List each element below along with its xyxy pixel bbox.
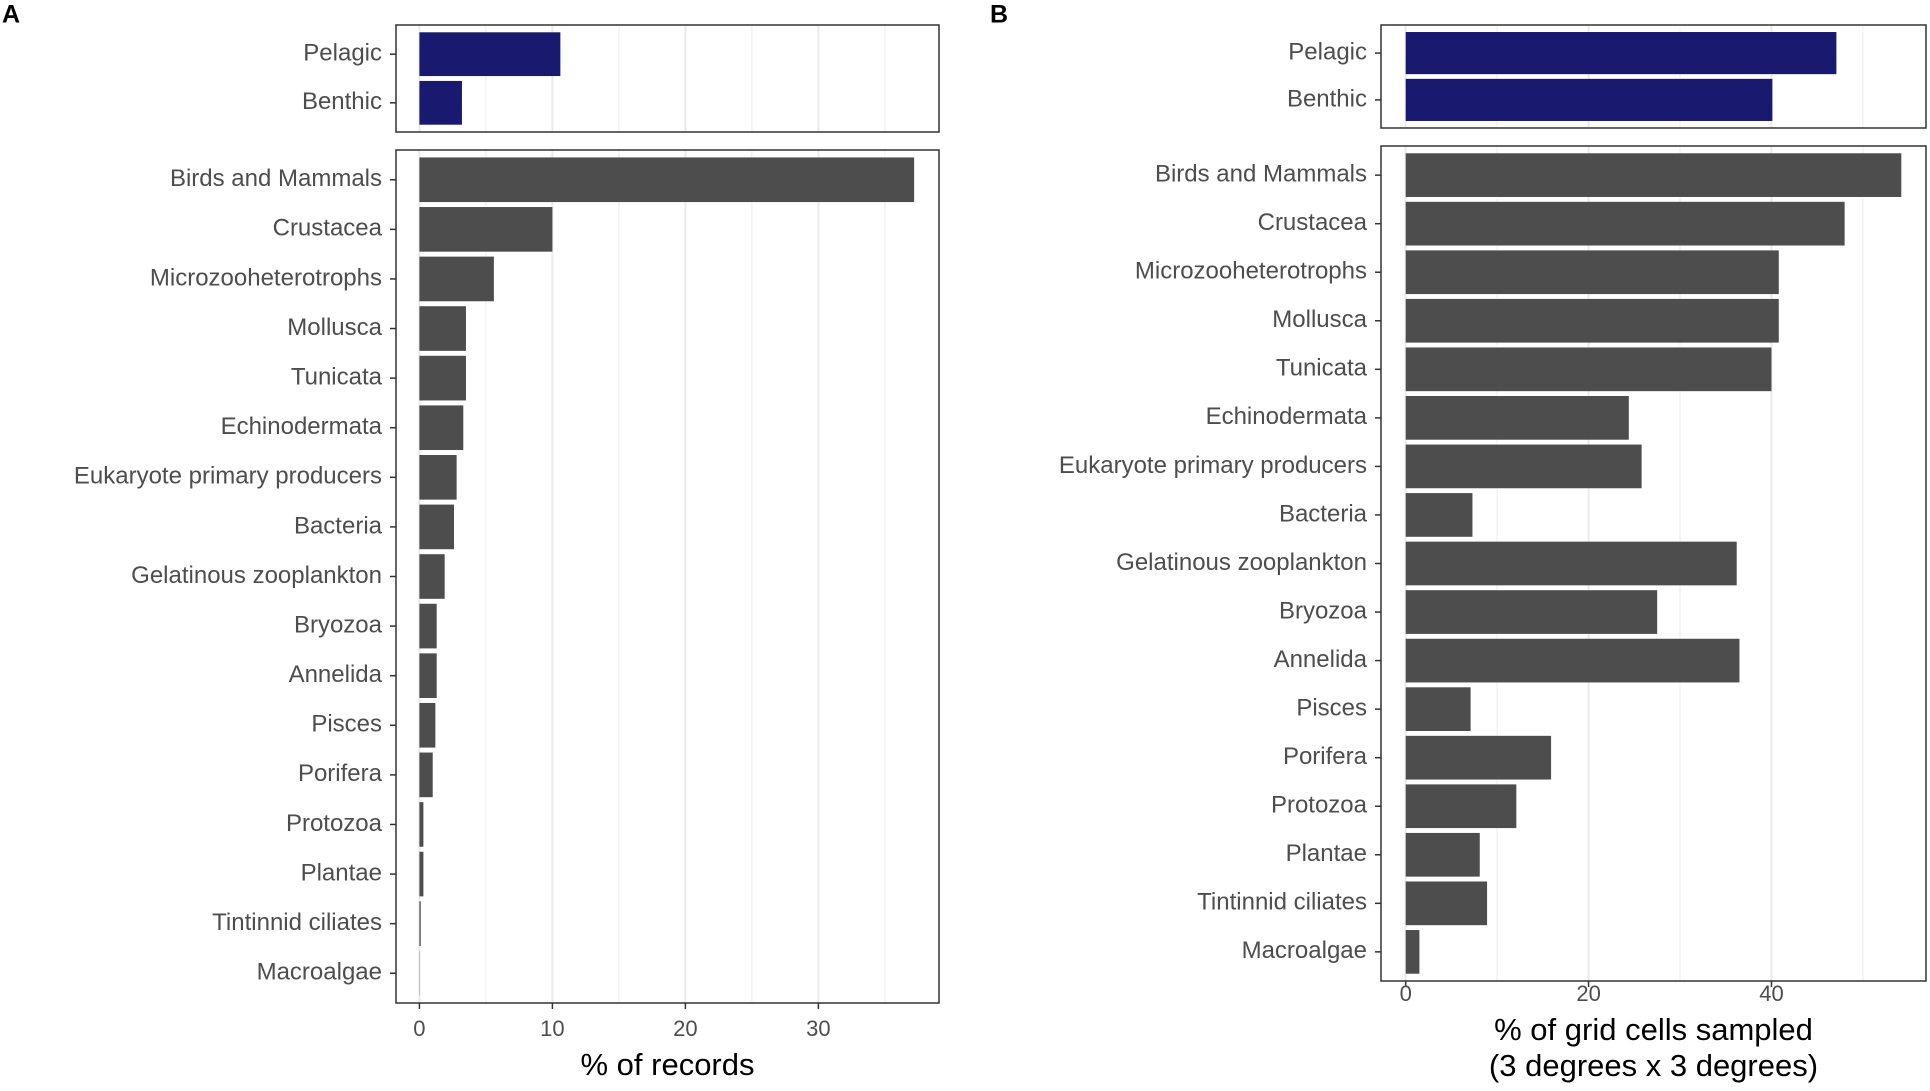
bar (1405, 444, 1642, 489)
y-tick-label: Pisces (311, 711, 382, 738)
y-tick-label: Tintinnid ciliates (212, 909, 382, 936)
y-tick-label: Bryozoa (294, 611, 383, 638)
y-tick-label: Annelida (289, 661, 383, 688)
y-tick-label: Benthic (1287, 85, 1367, 112)
y-tick-label: Echinodermata (1206, 403, 1368, 430)
x-axis-title: (3 degrees x 3 degrees) (1489, 1048, 1818, 1083)
bar (419, 702, 436, 748)
y-tick-label: Tunicata (1276, 355, 1368, 382)
panel-border (1380, 145, 1927, 982)
bar (419, 554, 445, 599)
bar (1405, 347, 1772, 392)
y-tick-label: Microzooheterotrophs (150, 264, 382, 291)
y-tick-label: Protozoa (286, 810, 383, 837)
y-tick-label: Porifera (298, 760, 383, 787)
bar (419, 851, 424, 897)
y-tick-label: Tintinnid ciliates (1197, 889, 1367, 916)
y-tick-label: Crustacea (273, 215, 383, 242)
bar (1405, 832, 1480, 877)
bar (1405, 153, 1902, 197)
x-axis-title: % of grid cells sampled (1494, 1012, 1813, 1047)
panel-border (395, 149, 940, 1004)
y-tick-label: Crustacea (1258, 209, 1368, 236)
bar (419, 306, 466, 351)
y-tick-label: Tunicata (291, 363, 383, 390)
bar (1405, 298, 1779, 343)
y-tick-label: Birds and Mammals (170, 165, 382, 192)
bar (419, 157, 915, 203)
bar (419, 32, 561, 77)
bar (419, 504, 454, 550)
y-tick-label: Pisces (1296, 694, 1367, 721)
y-tick-label: Bacteria (294, 512, 383, 539)
y-tick-label: Mollusca (1272, 306, 1367, 333)
y-tick-label: Annelida (1274, 646, 1368, 673)
x-tick-label: 20 (673, 1016, 697, 1041)
panel-label: B (990, 1, 1008, 29)
bar (1405, 930, 1420, 974)
bar (419, 80, 462, 125)
bar (419, 752, 433, 798)
x-tick-label: 10 (540, 1016, 564, 1041)
panel-border (395, 24, 940, 133)
panel-border (1380, 24, 1927, 129)
bar (419, 901, 421, 946)
y-tick-label: Microzooheterotrophs (1135, 258, 1367, 285)
y-tick-label: Eukaryote primary producers (1059, 452, 1367, 479)
bar (1405, 881, 1488, 926)
bar (419, 355, 466, 401)
y-tick-label: Protozoa (1271, 792, 1368, 819)
y-tick-label: Eukaryote primary producers (74, 463, 382, 490)
x-axis-title: % of records (580, 1047, 754, 1082)
x-tick-label: 0 (413, 1016, 425, 1041)
bar (1405, 687, 1471, 731)
y-tick-label: Pelagic (303, 40, 382, 67)
bar (1405, 201, 1845, 246)
bar (419, 454, 457, 500)
y-tick-label: Bryozoa (1279, 597, 1368, 624)
panel-label: A (2, 1, 20, 29)
x-tick-label: 30 (806, 1016, 830, 1041)
y-tick-label: Birds and Mammals (1155, 160, 1367, 187)
y-tick-label: Gelatinous zooplankton (131, 562, 382, 589)
bar (1405, 541, 1737, 586)
y-tick-label: Gelatinous zooplankton (1116, 549, 1367, 576)
bar (419, 405, 464, 451)
x-tick-label: 40 (1759, 981, 1783, 1006)
y-tick-label: Benthic (302, 88, 382, 115)
bar (1405, 784, 1517, 829)
bar (419, 603, 437, 649)
y-tick-label: Porifera (1283, 743, 1368, 770)
bar (1405, 32, 1837, 75)
y-tick-label: Bacteria (1279, 500, 1368, 527)
y-tick-label: Pelagic (1288, 38, 1367, 65)
bar (1405, 250, 1779, 295)
bar (419, 207, 553, 252)
bar (419, 653, 437, 699)
y-tick-label: Plantae (301, 859, 382, 886)
bar (419, 256, 494, 302)
x-tick-label: 0 (1400, 981, 1412, 1006)
bar (1405, 396, 1629, 440)
bar (1405, 590, 1658, 634)
bar (1405, 638, 1740, 683)
bar (419, 802, 424, 847)
bar (1405, 735, 1552, 780)
y-tick-label: Macroalgae (257, 959, 382, 986)
bar (1405, 78, 1773, 121)
bar (1405, 493, 1473, 537)
y-tick-label: Macroalgae (1242, 937, 1367, 964)
y-tick-label: Mollusca (287, 314, 382, 341)
x-tick-label: 20 (1576, 981, 1600, 1006)
y-tick-label: Echinodermata (221, 413, 383, 440)
y-tick-label: Plantae (1286, 840, 1367, 867)
